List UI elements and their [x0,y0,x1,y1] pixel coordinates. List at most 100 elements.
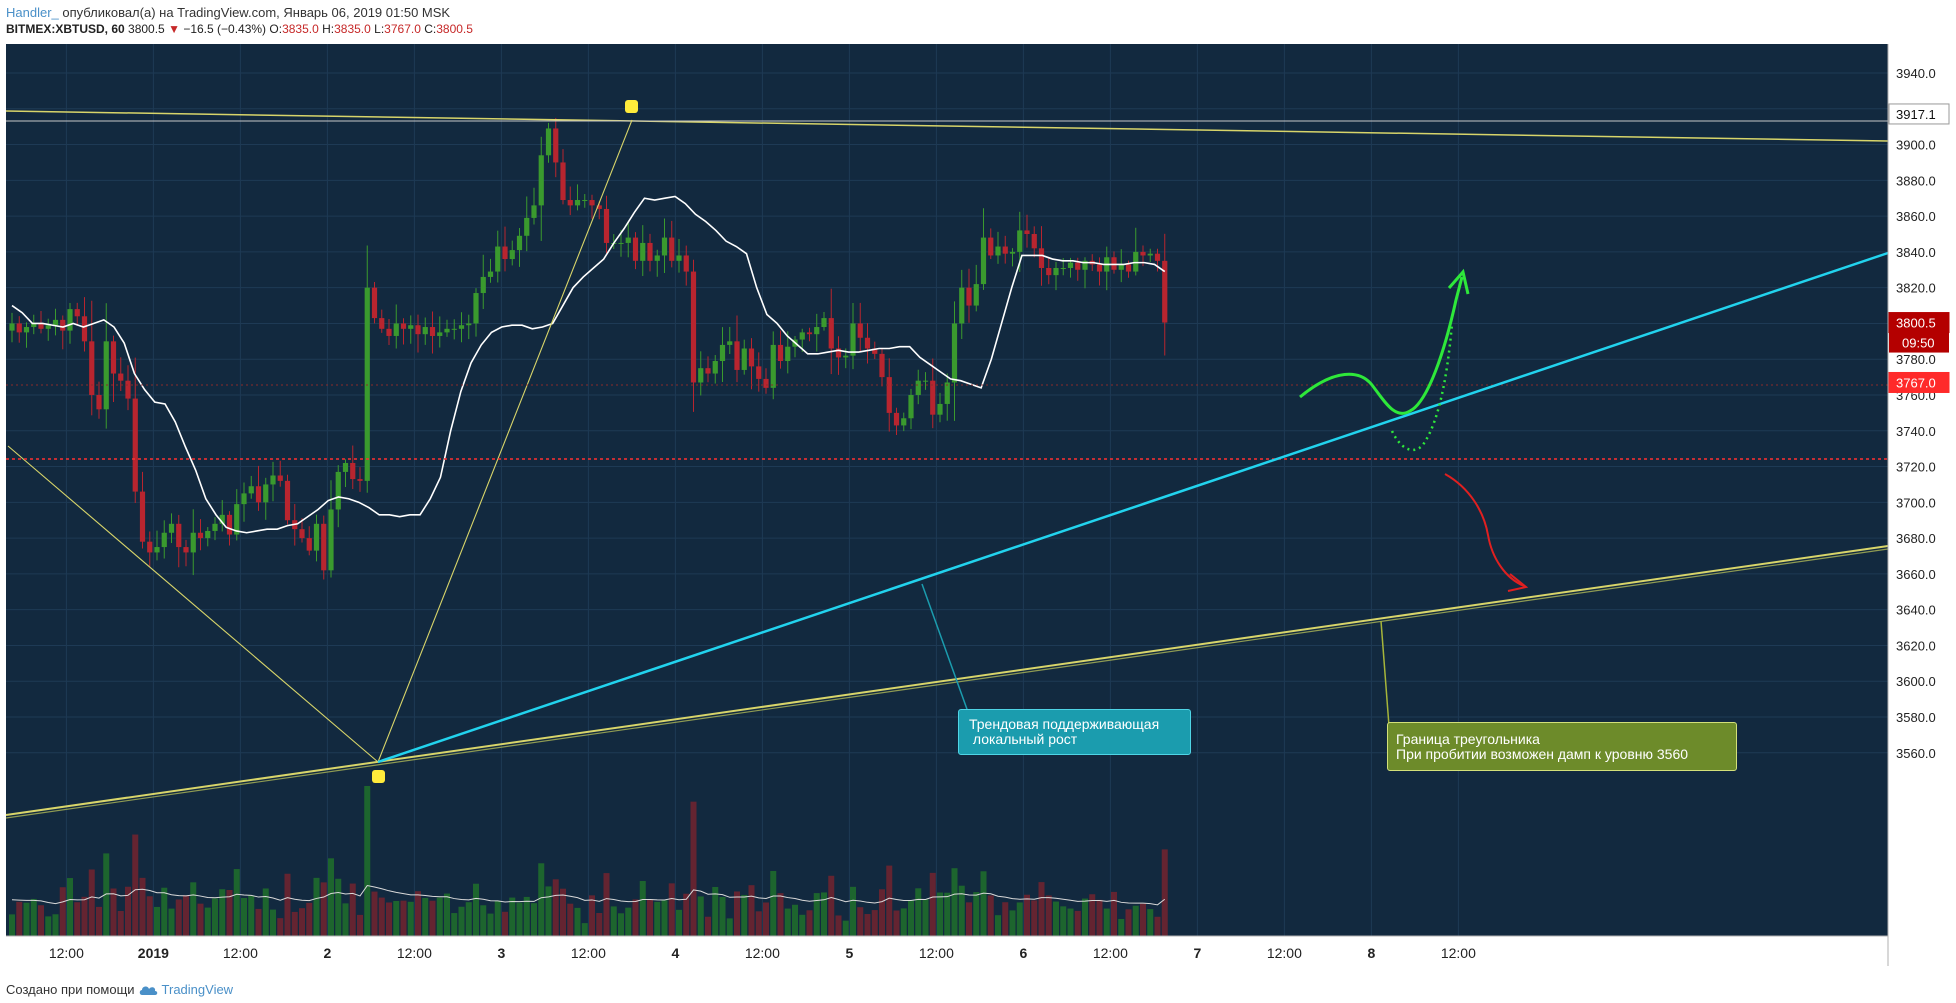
y-tick-label: 3660.0 [1896,567,1936,582]
volume-bar [676,909,682,936]
candle-body [364,287,370,481]
candle-body [545,128,552,156]
olive-callout-box[interactable]: Граница треугольника При пробитии возмож… [1387,722,1737,771]
candle-body [371,287,378,319]
volume-bar [908,900,914,936]
x-tick-label: 2019 [138,945,169,961]
volume-bar [610,906,617,936]
candle-body [676,255,682,261]
volume-bar [117,910,124,936]
volume-bar [212,898,218,936]
publish-info: Handler_ опубликовал(а) на TradingView.c… [6,5,450,20]
support-trend-line[interactable] [377,251,1889,764]
volume-bar [219,889,226,936]
volume-bar [879,889,885,936]
candle-body [255,486,262,503]
symbol-label[interactable]: BITMEX:XBTUSD, 60 [6,22,125,36]
volume-bar [690,801,697,936]
candle-body [524,217,530,236]
cyan-callout-box[interactable]: Трендовая поддерживающая локальный рост [958,709,1191,755]
bullish-scenario-arrow[interactable] [1299,276,1464,415]
candle-body [1162,260,1168,323]
x-tick-label: 12:00 [1093,945,1128,961]
volume-bar [9,914,15,936]
candle-body [567,200,573,206]
candle-body [661,237,668,256]
bearish-scenario-arrow[interactable] [1444,473,1525,587]
candle-body [603,208,610,243]
candle-body [480,276,486,294]
zigzag-leg-1[interactable] [7,445,379,763]
candle-body [328,509,334,571]
volume-bar [226,889,233,936]
candle-body [147,541,153,553]
pivot-low-marker[interactable] [372,770,385,783]
candle-body [1031,234,1037,249]
candle-body [139,491,146,542]
candle-body [183,547,189,553]
volume-bar [306,902,313,936]
volume-bar [1118,918,1125,936]
x-tick-label: 6 [1019,945,1027,961]
volume-bar [944,892,951,936]
volume-bar [161,887,168,936]
brand-link[interactable]: TradingView [139,982,233,997]
volume-bar [415,891,421,936]
candle-body [1075,262,1081,270]
volume-bar [777,893,784,936]
volume-bar [299,908,305,936]
candle-body [495,246,501,272]
volume-bar [81,896,88,936]
candle-body [988,237,994,256]
candle-body [843,355,849,358]
close-value: 3800.5 [436,22,473,36]
volume-bar [1154,916,1161,936]
price-label-text: 3767.0 [1896,375,1936,390]
candle-body [727,341,733,345]
candle-body [31,323,37,328]
price-axis[interactable]: 3560.0 3580.0 3600.0 3620.0 3640.0 3660.0 3680… [1887,44,1936,966]
volume-bar [1125,909,1132,936]
candle-body [574,200,581,206]
volume-bar [683,893,690,936]
price-chart[interactable]: 3560.03580.03600.03620.03640.03660.03680… [0,0,1956,975]
candle-body [1125,264,1132,272]
volume-bar [567,903,574,936]
y-tick-label: 3620.0 [1896,638,1936,653]
author-link[interactable]: Handler_ [6,5,59,20]
candle-body [277,475,283,481]
candle-body [357,479,363,481]
volume-bar [494,900,501,936]
candle-body [698,368,704,383]
volume-bar [951,868,958,936]
candle-body [799,332,805,340]
volume-bar [828,875,835,936]
candle-body [821,318,827,328]
candle-body [386,328,392,336]
candle-body [502,246,508,260]
volume-bar [1147,909,1154,936]
volume-bar [835,915,842,936]
candle-body [473,293,479,324]
volume-bar [929,872,936,936]
zigzag-leg-2[interactable] [377,119,633,763]
time-axis[interactable]: 12:00 2019 12:00 2 12:00 3 12:00 4 12:00 5 12:00 6 1… [6,935,1888,961]
candle-body [886,377,892,413]
volume-bar [16,901,23,936]
volume-bar [262,888,269,936]
high-label: H: [322,22,335,36]
triangle-lower-border[interactable] [5,545,1889,816]
x-tick-label: 2 [323,945,331,961]
candle-body [74,309,80,317]
volume-average-line [11,884,1166,906]
candle-body [828,318,834,349]
pivot-high-marker[interactable] [625,100,638,113]
candle-body [922,380,929,382]
volume-bar [509,897,516,936]
volume-bar [393,900,400,936]
low-label: L: [374,22,385,36]
triangle-upper-border[interactable] [5,110,1889,142]
candle-body [560,162,566,201]
candle-body [263,484,269,503]
candle-body [270,475,276,485]
